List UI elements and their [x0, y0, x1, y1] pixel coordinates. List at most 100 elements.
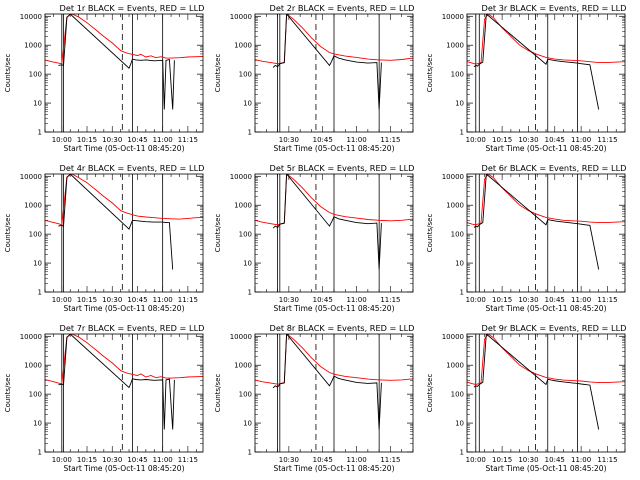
- y-tick-label: 100: [451, 391, 464, 399]
- plot-area: [255, 14, 413, 132]
- chart-title: Det 2r BLACK = Events, RED = LLD: [270, 3, 415, 13]
- x-tick-label: 11:15: [380, 296, 400, 304]
- plot-area: [45, 334, 203, 452]
- y-tick-label: 10000: [20, 333, 42, 341]
- panel-det-5: Det 5r BLACK = Events, RED = LLD Counts/s…: [214, 163, 414, 313]
- y-tick-label: 100: [29, 231, 42, 239]
- y-tick-label: 10: [455, 420, 464, 428]
- panel-det-9: Det 9r BLACK = Events, RED = LLD Counts/s…: [426, 323, 626, 473]
- x-tick-label: 10:45: [127, 456, 147, 464]
- events-series-line: [473, 334, 600, 430]
- lld-series-line: [45, 174, 203, 226]
- plot-frame: [44, 13, 204, 133]
- plot-frame: [44, 173, 204, 293]
- y-axis-label: Counts/sec: [4, 54, 12, 93]
- y-tick-label: 100: [451, 71, 464, 79]
- x-tick-label: 10:15: [492, 136, 512, 144]
- plot-frame: [466, 333, 626, 453]
- y-tick-label: 10: [455, 260, 464, 268]
- plot-area: [467, 174, 625, 292]
- x-tick-label: 10:45: [313, 296, 333, 304]
- y-axis-label: Counts/sec: [4, 374, 12, 413]
- x-tick-label: 10:00: [52, 296, 72, 304]
- x-tick-label: 10:30: [518, 296, 538, 304]
- x-axis-label: Start Time (05-Oct-11 08:45:20): [63, 464, 184, 473]
- lld-series-line: [255, 14, 413, 65]
- x-tick-label: 10:30: [279, 296, 299, 304]
- y-tick-label: 1000: [24, 202, 42, 210]
- y-tick-label: 10000: [442, 13, 464, 21]
- panel-det-6: Det 6r BLACK = Events, RED = LLD Counts/s…: [426, 163, 626, 313]
- y-tick-label: 10: [243, 100, 252, 108]
- x-axis-label: Start Time (05-Oct-11 08:45:20): [273, 144, 394, 153]
- y-tick-label: 100: [239, 391, 252, 399]
- x-axis-label: Start Time (05-Oct-11 08:45:20): [485, 144, 606, 153]
- x-tick-label: 10:45: [127, 296, 147, 304]
- y-tick-label: 1: [38, 129, 42, 137]
- x-tick-label: 10:45: [127, 136, 147, 144]
- plot-area: [45, 14, 203, 132]
- x-axis-label: Start Time (05-Oct-11 08:45:20): [63, 304, 184, 313]
- chart-title: Det 7r BLACK = Events, RED = LLD: [60, 323, 205, 333]
- lld-series-line: [255, 334, 413, 385]
- y-tick-label: 100: [29, 391, 42, 399]
- lld-series-line: [467, 334, 625, 385]
- x-tick-label: 11:15: [380, 136, 400, 144]
- x-tick-label: 10:15: [492, 456, 512, 464]
- x-tick-label: 11:00: [571, 456, 591, 464]
- y-tick-label: 10000: [20, 13, 42, 21]
- y-tick-label: 100: [451, 231, 464, 239]
- y-tick-label: 10: [33, 420, 42, 428]
- y-axis-label: Counts/sec: [214, 214, 222, 253]
- x-tick-label: 11:00: [571, 296, 591, 304]
- y-tick-label: 100: [239, 231, 252, 239]
- x-tick-label: 11:00: [153, 136, 173, 144]
- y-tick-label: 1: [38, 449, 42, 457]
- x-tick-label: 10:45: [545, 296, 565, 304]
- y-tick-label: 1000: [446, 362, 464, 370]
- events-series-line: [58, 174, 174, 270]
- y-axis-label: Counts/sec: [426, 54, 434, 93]
- x-tick-label: 10:15: [77, 136, 97, 144]
- y-tick-label: 1: [248, 129, 252, 137]
- y-tick-label: 10000: [230, 173, 252, 181]
- x-tick-label: 11:00: [571, 136, 591, 144]
- x-tick-label: 11:00: [153, 296, 173, 304]
- events-series-line: [272, 14, 382, 110]
- x-tick-label: 10:15: [492, 296, 512, 304]
- x-tick-label: 11:15: [597, 456, 617, 464]
- panel-det-2: Det 2r BLACK = Events, RED = LLD Counts/s…: [214, 3, 414, 153]
- x-tick-label: 10:00: [52, 136, 72, 144]
- x-tick-label: 11:15: [597, 136, 617, 144]
- panel-det-7: Det 7r BLACK = Events, RED = LLD Counts/s…: [4, 323, 204, 473]
- events-series-line: [473, 174, 600, 270]
- x-tick-label: 10:45: [313, 136, 333, 144]
- x-tick-label: 10:00: [466, 296, 486, 304]
- panel-det-3: Det 3r BLACK = Events, RED = LLD Counts/s…: [426, 3, 626, 153]
- y-tick-label: 10000: [230, 13, 252, 21]
- x-tick-label: 10:00: [52, 456, 72, 464]
- y-tick-label: 10: [455, 100, 464, 108]
- events-series-line: [58, 334, 175, 430]
- y-tick-label: 1: [460, 129, 464, 137]
- x-axis-label: Start Time (05-Oct-11 08:45:20): [485, 304, 606, 313]
- y-tick-label: 1000: [234, 42, 252, 50]
- y-tick-label: 1000: [234, 202, 252, 210]
- events-series-line: [272, 174, 382, 270]
- x-axis-label: Start Time (05-Oct-11 08:45:20): [485, 464, 606, 473]
- plot-area: [45, 174, 203, 292]
- events-series-line: [58, 14, 175, 110]
- y-tick-label: 10000: [442, 173, 464, 181]
- x-tick-label: 11:15: [178, 136, 198, 144]
- y-tick-label: 10000: [442, 333, 464, 341]
- y-tick-label: 1000: [24, 42, 42, 50]
- x-tick-label: 10:15: [77, 456, 97, 464]
- y-axis-label: Counts/sec: [426, 214, 434, 253]
- x-tick-label: 11:00: [346, 456, 366, 464]
- y-axis-label: Counts/sec: [214, 54, 222, 93]
- y-axis-label: Counts/sec: [4, 214, 12, 253]
- plot-frame: [466, 173, 626, 293]
- y-tick-label: 1000: [446, 42, 464, 50]
- plot-frame: [254, 13, 414, 133]
